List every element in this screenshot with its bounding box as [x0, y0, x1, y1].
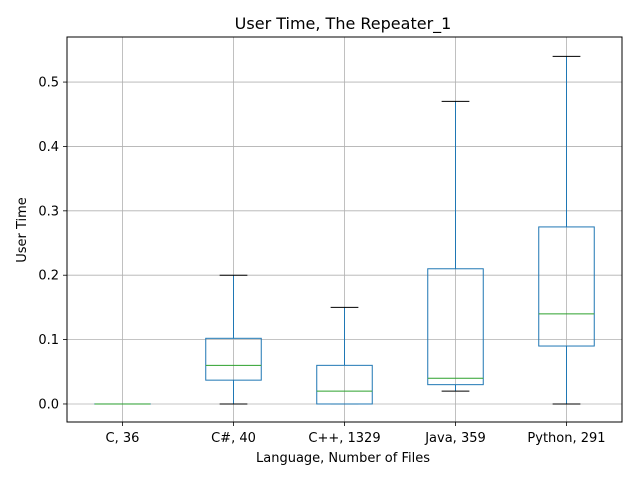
tick-layer: 0.0 0.1 0.2 0.3 0.4 0.5 C, 36 C#, 40 C++, 1329 Ja… — [38, 76, 605, 446]
x-tick-label: C++, 1329 — [308, 431, 380, 446]
iqr-box — [538, 226, 595, 347]
x-tick-label: C#, 40 — [211, 431, 256, 446]
x-tick-label: Python, 291 — [527, 431, 605, 446]
y-tick-label: 0.5 — [38, 76, 59, 91]
box-layer — [94, 55, 595, 405]
y-tick-label: 0.2 — [38, 269, 59, 284]
iqr-box — [316, 364, 373, 405]
y-tick-label: 0.0 — [38, 397, 59, 412]
x-axis-label: Language, Number of Files — [256, 451, 430, 466]
box-group — [427, 100, 484, 392]
x-tick-label: Java, 359 — [424, 431, 486, 446]
y-tick-label: 0.4 — [38, 140, 59, 155]
y-tick-label: 0.3 — [38, 204, 59, 219]
box-group — [205, 274, 262, 405]
iqr-box — [427, 268, 484, 386]
iqr-box — [205, 337, 262, 381]
y-tick-label: 0.1 — [38, 333, 59, 348]
box-group — [538, 55, 595, 405]
x-tick-label: C, 36 — [106, 431, 140, 446]
y-axis-label: User Time — [15, 197, 30, 263]
box-group — [316, 306, 373, 405]
chart-title: User Time, The Repeater_1 — [235, 14, 452, 34]
